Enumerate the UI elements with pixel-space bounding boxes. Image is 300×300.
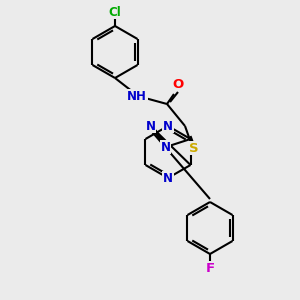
Text: N: N [146, 119, 155, 133]
Text: Cl: Cl [109, 5, 122, 19]
Text: O: O [172, 77, 184, 91]
Text: N: N [161, 140, 171, 154]
Text: S: S [189, 142, 199, 154]
Text: N: N [163, 172, 173, 184]
Text: F: F [206, 262, 214, 275]
Text: N: N [163, 119, 173, 133]
Text: NH: NH [127, 89, 147, 103]
